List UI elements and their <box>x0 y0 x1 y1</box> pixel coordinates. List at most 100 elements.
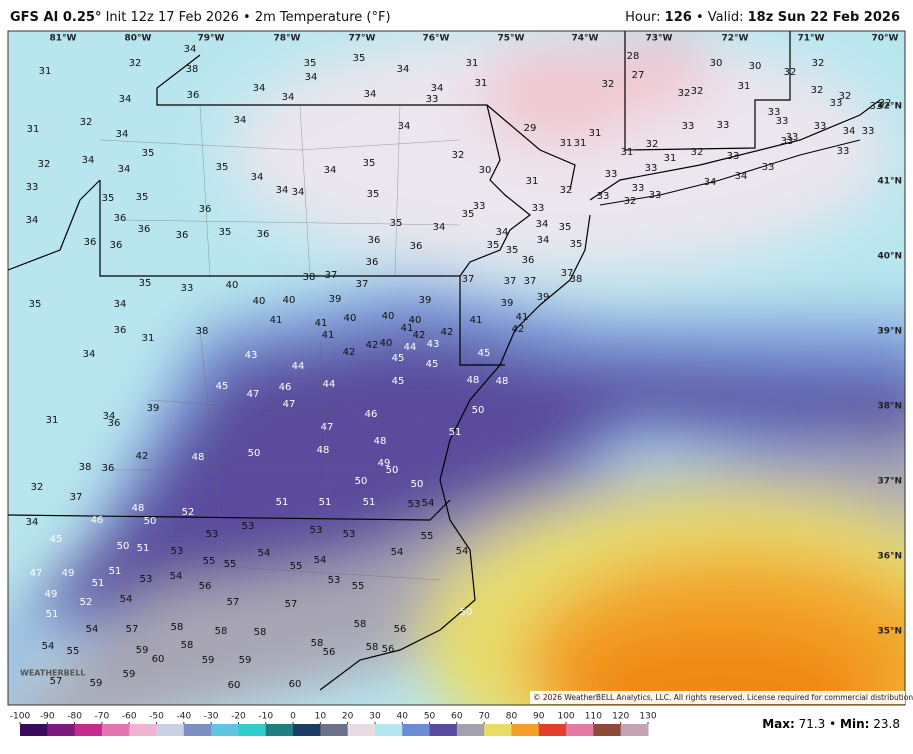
latitude-label: 36°N <box>877 552 902 562</box>
station-value: 34 <box>26 517 39 528</box>
longitude-label: 74°W <box>572 34 599 44</box>
station-value: 42 <box>136 451 149 462</box>
station-value: 60 <box>289 679 302 690</box>
colorbar-label: 70 <box>478 712 490 722</box>
colorbar-label: 50 <box>424 712 436 722</box>
station-value: 33 <box>605 169 618 180</box>
station-value: 36 <box>108 418 121 429</box>
station-value: 34 <box>114 299 127 310</box>
colorbar-segment <box>511 724 540 736</box>
station-value: 36 <box>199 204 212 215</box>
station-value: 32 <box>31 482 44 493</box>
longitude-label: 71°W <box>798 34 825 44</box>
station-value: 44 <box>323 379 336 390</box>
station-value: 58 <box>254 627 267 638</box>
station-value: 34 <box>704 177 717 188</box>
longitude-label: 70°W <box>872 34 899 44</box>
station-value: 33 <box>786 132 799 143</box>
station-value: 34 <box>292 187 305 198</box>
station-value: 35 <box>102 193 115 204</box>
logo: WEATHERBELL <box>20 669 85 678</box>
colorbar-label: 30 <box>369 712 381 722</box>
colorbar-segment <box>129 724 158 736</box>
station-value: 41 <box>470 315 483 326</box>
station-value: 31 <box>475 78 488 89</box>
station-value: 56 <box>323 647 336 658</box>
longitude-label: 75°W <box>498 34 525 44</box>
station-value: 48 <box>317 445 330 456</box>
station-value: 36 <box>366 257 379 268</box>
station-value: 35 <box>559 222 572 233</box>
station-value: 48 <box>496 376 509 387</box>
station-value: 45 <box>478 348 491 359</box>
station-value: 38 <box>303 272 316 283</box>
station-value: 58 <box>171 622 184 633</box>
station-value: 34 <box>843 126 856 137</box>
station-value: 43 <box>245 350 258 361</box>
station-value: 34 <box>116 129 129 140</box>
colorbar-label: 120 <box>612 712 629 722</box>
station-value: 60 <box>152 654 165 665</box>
colorbar-segment <box>183 724 212 736</box>
station-value: 41 <box>516 312 529 323</box>
station-value: 54 <box>42 641 55 652</box>
station-value: 33 <box>597 191 610 202</box>
station-value: 34 <box>26 215 39 226</box>
station-value: 55 <box>352 581 365 592</box>
station-value: 33 <box>682 121 695 132</box>
station-value: 35 <box>142 148 155 159</box>
station-value: 44 <box>404 342 417 353</box>
station-value: 38 <box>186 64 199 75</box>
station-value: 31 <box>589 128 602 139</box>
colorbar-segment <box>593 724 622 736</box>
station-value: 56 <box>382 644 395 655</box>
station-value: 34 <box>536 219 549 230</box>
station-value: 54 <box>120 594 133 605</box>
station-value: 40 <box>380 338 393 349</box>
station-value: 55 <box>290 561 303 572</box>
colorbar-label: 80 <box>506 712 518 722</box>
station-value: 37 <box>524 276 537 287</box>
station-value: 36 <box>187 90 200 101</box>
station-value: 58 <box>215 626 228 637</box>
station-value: 49 <box>45 589 58 600</box>
station-value: 55 <box>203 556 216 567</box>
station-value: 51 <box>92 578 105 589</box>
colorbar-label: -100 <box>10 712 31 722</box>
station-value: 39 <box>537 292 550 303</box>
station-value: 32 <box>602 79 615 90</box>
station-value: 28 <box>627 51 640 62</box>
station-value: 58 <box>181 640 194 651</box>
stats: Max: 71.3 • Min: 23.8 <box>762 717 900 731</box>
colorbar-label: 60 <box>451 712 463 722</box>
colorbar-segment <box>538 724 567 736</box>
latitude-label: 41°N <box>877 177 902 187</box>
station-value: 39 <box>501 298 514 309</box>
station-value: 50 <box>411 479 424 490</box>
station-value: 33 <box>762 162 775 173</box>
station-value: 51 <box>363 497 376 508</box>
station-value: 45 <box>216 381 229 392</box>
valid-time: 18z Sun 22 Feb 2026 <box>748 10 900 25</box>
latitude-label: 38°N <box>877 402 902 412</box>
longitude-label: 81°W <box>50 34 77 44</box>
hour-label: Hour: <box>625 10 660 25</box>
station-value: 33 <box>768 107 781 118</box>
station-value: 27 <box>632 70 645 81</box>
station-value: 35 <box>487 240 500 251</box>
latitude-label: 37°N <box>877 477 902 487</box>
station-value: 58 <box>311 638 324 649</box>
hour: 126 <box>665 10 692 25</box>
station-value: 35 <box>363 158 376 169</box>
station-value: 51 <box>46 609 59 620</box>
station-value: 36 <box>110 240 123 251</box>
station-value: 53 <box>408 499 421 510</box>
station-value: 53 <box>310 525 323 536</box>
station-value: 31 <box>738 81 751 92</box>
station-value: 34 <box>253 83 266 94</box>
station-value: 34 <box>431 83 444 94</box>
station-value: 34 <box>398 121 411 132</box>
station-value: 35 <box>139 278 152 289</box>
station-value: 31 <box>526 176 539 187</box>
